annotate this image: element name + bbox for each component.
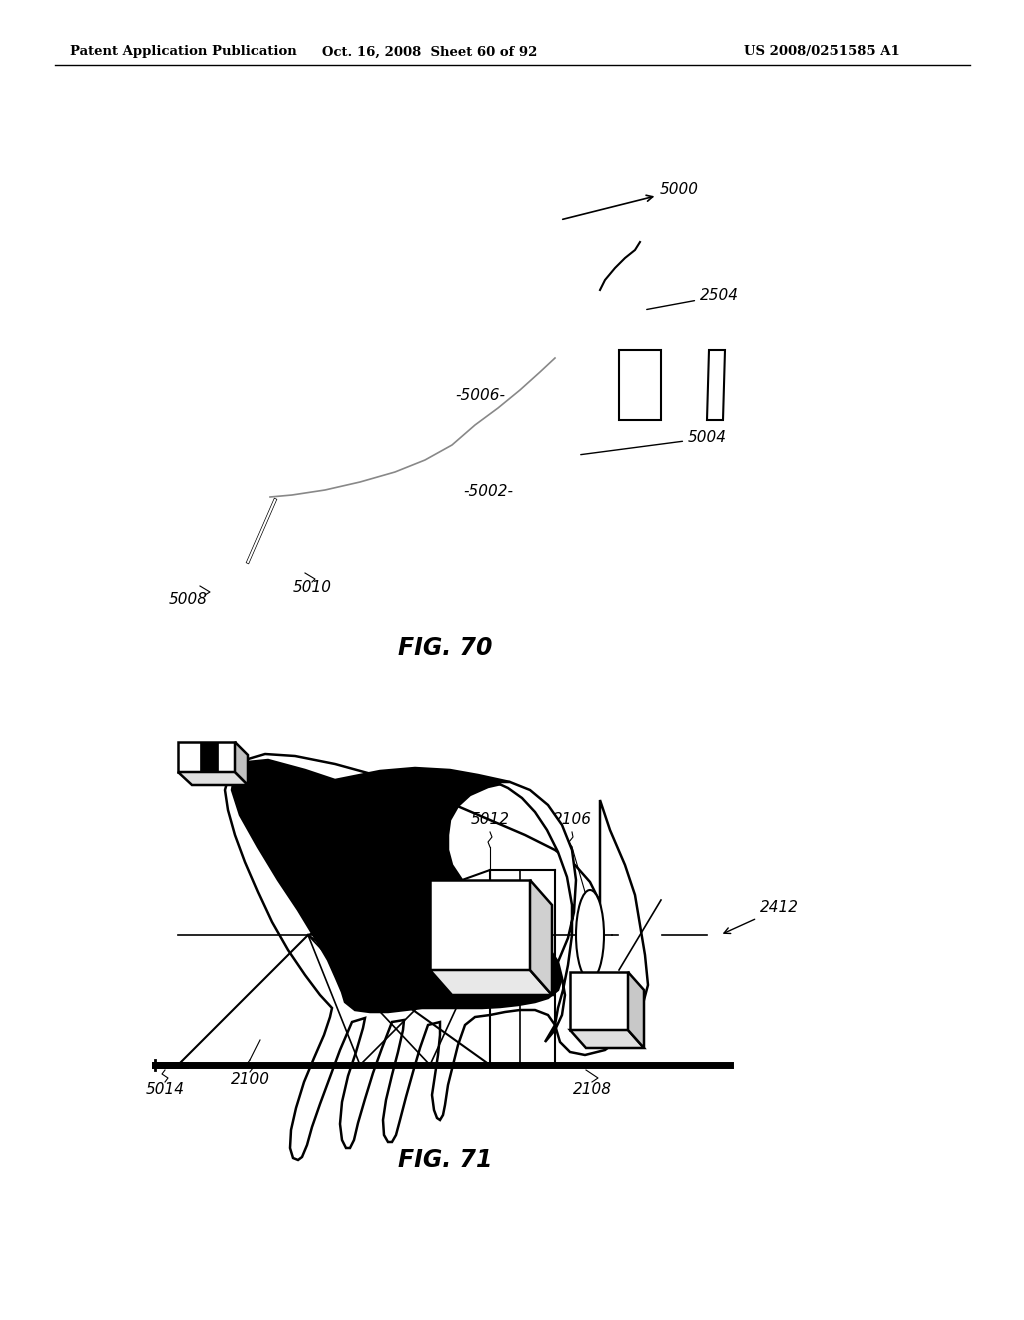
Polygon shape [232,760,562,1012]
Polygon shape [530,880,552,995]
Text: -5006-: -5006- [455,388,505,403]
Text: 5010: 5010 [293,581,332,595]
Text: 2504: 2504 [647,289,739,309]
Text: Patent Application Publication: Patent Application Publication [70,45,297,58]
Polygon shape [178,772,248,785]
Polygon shape [234,742,248,785]
Polygon shape [570,972,628,1030]
Text: 5012: 5012 [470,813,510,828]
Text: 2106: 2106 [553,813,592,828]
Text: -5002-: -5002- [463,484,513,499]
Polygon shape [570,1030,644,1048]
Polygon shape [430,970,552,995]
Polygon shape [225,754,648,1160]
Text: 5014: 5014 [145,1082,184,1097]
Text: FIG. 70: FIG. 70 [397,636,493,660]
Polygon shape [430,880,530,970]
Text: 2108: 2108 [572,1082,611,1097]
Polygon shape [200,742,218,772]
Text: 2100: 2100 [230,1072,269,1088]
Ellipse shape [575,890,604,979]
Polygon shape [178,742,234,772]
Polygon shape [628,972,644,1048]
Text: FIG. 71: FIG. 71 [397,1148,493,1172]
Text: US 2008/0251585 A1: US 2008/0251585 A1 [744,45,900,58]
Polygon shape [618,350,662,420]
Polygon shape [495,781,575,1041]
Text: 5000: 5000 [563,182,699,219]
Polygon shape [707,350,725,420]
Text: 5008: 5008 [169,593,208,607]
Text: 2412: 2412 [724,900,799,933]
Text: 5004: 5004 [581,430,727,454]
Text: Oct. 16, 2008  Sheet 60 of 92: Oct. 16, 2008 Sheet 60 of 92 [323,45,538,58]
